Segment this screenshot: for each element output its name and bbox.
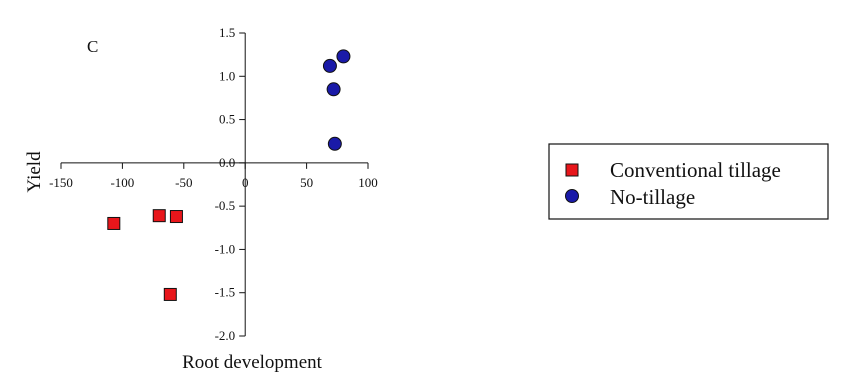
legend-marker-conventional-tillage — [565, 163, 579, 177]
point-conventional-tillage — [107, 216, 121, 230]
legend-marker-no-tillage — [565, 189, 579, 203]
point-conventional-tillage — [152, 209, 166, 223]
x-tick-label: 100 — [358, 175, 378, 190]
panel-label: C — [87, 37, 98, 56]
x-tick-label: 50 — [300, 175, 313, 190]
y-axis-title: Yield — [24, 151, 45, 193]
legend-label-no-tillage: No-tillage — [610, 185, 695, 209]
y-tick-label: -1.0 — [215, 241, 236, 256]
point-no-tillage — [326, 82, 341, 97]
legend: Conventional tillage No-tillage — [548, 143, 829, 220]
y-tick-label: -0.5 — [215, 198, 236, 213]
legend-label-conventional-tillage: Conventional tillage — [610, 158, 781, 182]
y-tick-label: 1.5 — [219, 25, 235, 40]
x-tick-label: -50 — [175, 175, 192, 190]
x-tick-label: -100 — [110, 175, 134, 190]
x-tick-label: 0 — [242, 175, 249, 190]
point-conventional-tillage — [169, 210, 183, 224]
x-axis-title: Root development — [182, 352, 323, 373]
y-tick-label: 0.0 — [219, 155, 235, 170]
y-tick-label: 0.5 — [219, 112, 235, 127]
axes: -150 -100 -50 0 50 100 1.5 1.0 0.5 0.0 -0.5 -1.0 -1.… — [49, 25, 378, 343]
y-tick-label: 1.0 — [219, 68, 235, 83]
point-conventional-tillage — [163, 287, 177, 301]
y-tick-label: -1.5 — [215, 285, 236, 300]
x-tick-label: -150 — [49, 175, 73, 190]
point-no-tillage — [336, 49, 351, 64]
point-no-tillage — [322, 58, 337, 73]
data-points — [107, 49, 351, 301]
point-no-tillage — [327, 136, 342, 151]
legend-box — [548, 143, 829, 220]
y-tick-label: -2.0 — [215, 328, 236, 343]
